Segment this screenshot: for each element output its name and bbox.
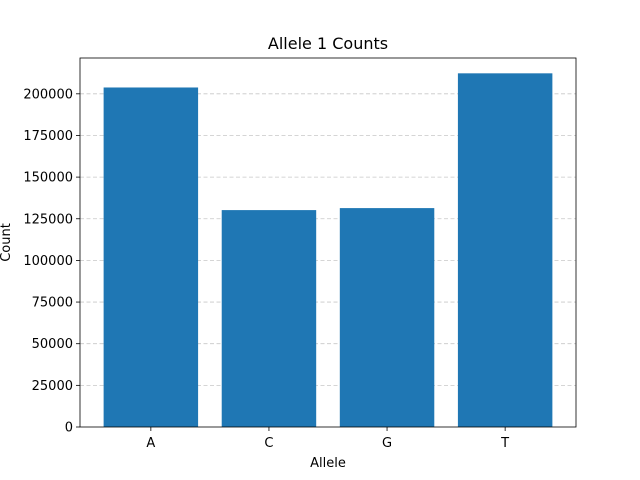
y-axis-ticks: 0 25000 50000 75000 100000 125000 150000 175000… xyxy=(23,87,80,436)
y-tick-label: 75000 xyxy=(32,296,73,311)
bar-c xyxy=(221,210,317,427)
y-tick-label: 150000 xyxy=(23,171,73,186)
y-tick-label: 125000 xyxy=(23,212,73,227)
bar-g xyxy=(339,208,435,427)
x-tick-label-t: T xyxy=(500,436,509,451)
y-tick-label: 0 xyxy=(65,421,73,436)
chart-title: Allele 1 Counts xyxy=(268,34,388,53)
x-tick-label-a: A xyxy=(146,436,155,451)
axes-frame xyxy=(79,57,577,428)
y-tick-label: 25000 xyxy=(32,379,73,394)
y-axis-label: Count xyxy=(0,223,14,262)
bar-a xyxy=(103,87,199,427)
y-tick-label: 175000 xyxy=(23,129,73,144)
x-axis-label: Allele xyxy=(310,456,346,471)
y-tick-label: 100000 xyxy=(23,254,73,269)
x-tick-label-g: G xyxy=(382,436,392,451)
y-tick-label: 200000 xyxy=(23,87,73,102)
y-tick-label: 50000 xyxy=(32,337,73,352)
bar-t xyxy=(457,73,553,427)
bars xyxy=(103,73,553,427)
x-tick-label-c: C xyxy=(264,436,273,451)
